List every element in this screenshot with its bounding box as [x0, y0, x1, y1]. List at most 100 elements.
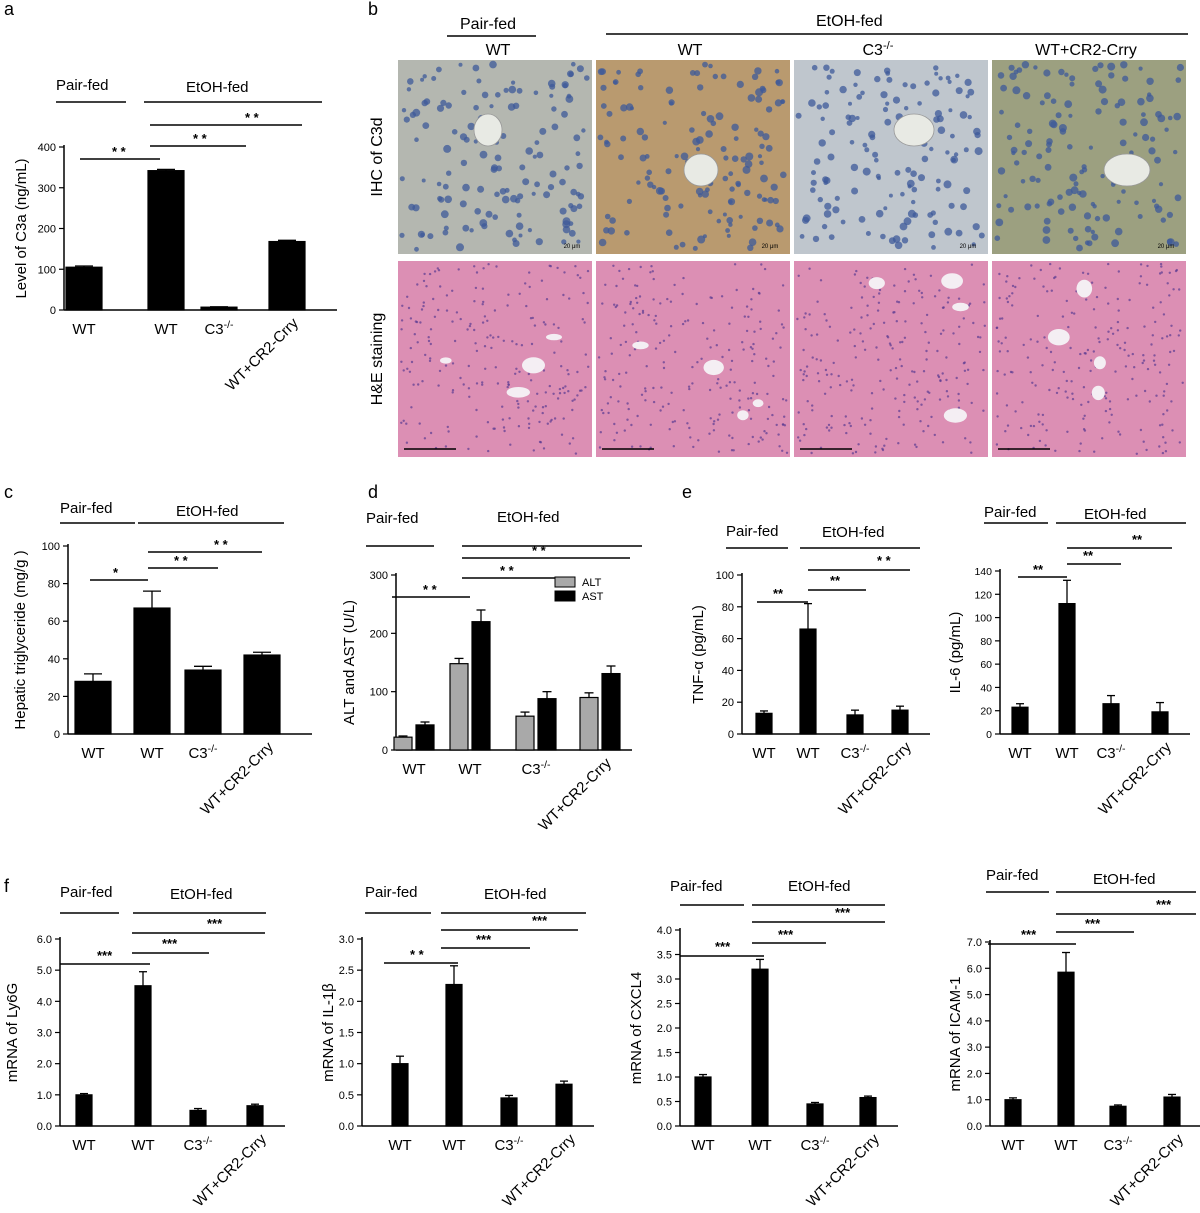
nucleus [494, 366, 497, 369]
nucleus [1174, 194, 1182, 202]
nucleus [1108, 400, 1112, 403]
nucleus [963, 187, 971, 195]
bar-ast [415, 724, 435, 751]
nucleus [460, 159, 468, 167]
nucleus [564, 165, 570, 171]
nucleus [613, 422, 616, 426]
nucleus [503, 429, 506, 433]
nucleus [767, 196, 774, 204]
nucleus [747, 315, 750, 318]
nucleus [947, 79, 952, 84]
x-tick-label: WT [1001, 1137, 1024, 1154]
nucleus [701, 190, 709, 198]
nucleus [507, 293, 510, 296]
nucleus [897, 301, 901, 304]
nucleus [996, 415, 999, 418]
nucleus [828, 234, 835, 241]
nucleus [681, 322, 685, 326]
nucleus [451, 289, 454, 292]
nucleus [766, 219, 774, 227]
nucleus [1058, 68, 1065, 76]
nucleus [475, 435, 478, 438]
nucleus [1008, 206, 1015, 213]
nucleus [804, 312, 807, 315]
nucleus [767, 405, 771, 409]
nucleus [765, 432, 768, 435]
group-label-pair-fed: Pair-fed [60, 884, 113, 901]
nucleus [1177, 334, 1181, 337]
nucleus [959, 111, 968, 119]
nucleus [646, 169, 652, 176]
nucleus [927, 341, 930, 344]
vessel [893, 113, 935, 147]
histology-column-label: WT [678, 42, 703, 59]
nucleus [744, 189, 751, 197]
vessel [1076, 279, 1093, 298]
nucleus [735, 288, 738, 292]
nucleus [531, 316, 534, 320]
nucleus [412, 108, 421, 117]
nucleus [551, 123, 559, 131]
nucleus [820, 116, 825, 122]
nucleus [475, 408, 478, 412]
nucleus [507, 383, 510, 386]
nucleus [895, 377, 899, 380]
nucleus [477, 185, 485, 193]
row-label-ihc: IHC of C3d [369, 117, 386, 196]
nucleus [602, 411, 605, 415]
nucleus [763, 267, 767, 271]
nucleus [888, 193, 893, 198]
y-tick-label: 0.5 [339, 1090, 354, 1102]
nucleus [576, 65, 584, 73]
nucleus [416, 341, 419, 344]
nucleus [880, 91, 888, 99]
nucleus [401, 304, 404, 307]
nucleus [914, 278, 917, 281]
nucleus [1022, 92, 1031, 100]
nucleus [543, 191, 551, 199]
bar [806, 1103, 824, 1127]
y-tick-label: 120 [974, 589, 992, 601]
nucleus [1043, 217, 1051, 225]
nucleus [826, 74, 832, 80]
nucleus [1116, 320, 1120, 324]
nucleus [1110, 413, 1113, 416]
nucleus [894, 241, 903, 250]
nucleus [917, 101, 922, 106]
nucleus [424, 353, 427, 357]
nucleus [875, 173, 881, 179]
nucleus [1070, 311, 1074, 314]
vessel [506, 387, 530, 398]
nucleus [1069, 346, 1072, 350]
nucleus [583, 321, 586, 324]
nucleus [962, 317, 965, 320]
significance-mark: *** [835, 905, 851, 920]
nucleus [1107, 262, 1110, 266]
nucleus [1093, 450, 1096, 453]
significance-mark: *** [532, 913, 548, 928]
nucleus [1057, 194, 1063, 200]
nucleus [1032, 424, 1036, 428]
nucleus [529, 379, 533, 382]
nucleus [446, 170, 452, 176]
nucleus [962, 362, 966, 365]
nucleus [544, 405, 547, 408]
group-label-pair-fed: Pair-fed [726, 523, 779, 540]
significance-mark: *** [1021, 927, 1037, 942]
nucleus [765, 357, 768, 360]
nucleus [406, 87, 412, 92]
nucleus [476, 78, 482, 84]
nucleus [916, 380, 919, 383]
nucleus [1095, 295, 1099, 299]
nucleus [1082, 386, 1086, 389]
nucleus [530, 342, 534, 346]
nucleus [567, 373, 570, 376]
nucleus [506, 385, 509, 389]
bar [184, 669, 222, 735]
nucleus [1069, 75, 1076, 82]
nucleus [808, 267, 811, 270]
nucleus [855, 269, 858, 273]
nucleus [1121, 189, 1126, 194]
